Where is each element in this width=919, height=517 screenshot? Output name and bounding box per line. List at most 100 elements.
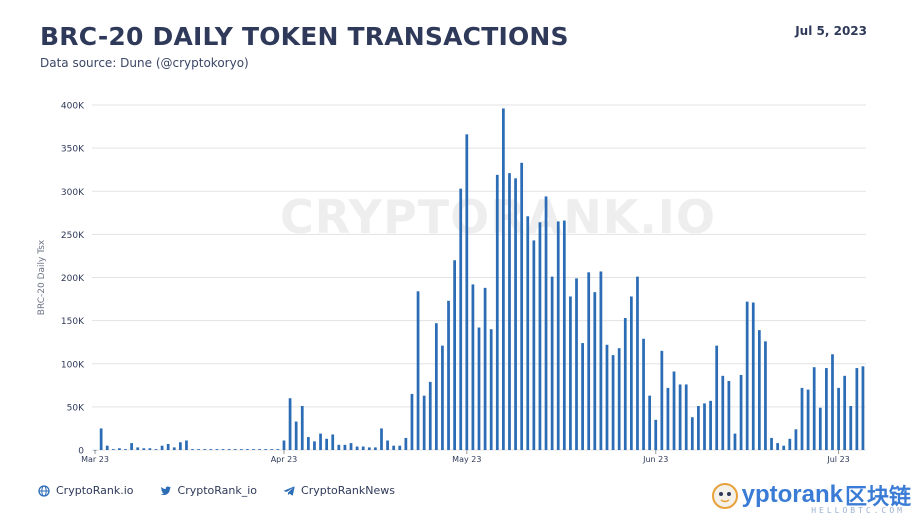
bar [264,449,268,450]
bar [130,443,133,450]
bar [508,173,511,450]
bar [447,300,450,450]
bar [825,368,828,450]
bar [812,367,816,450]
bar [666,387,670,450]
bar [172,447,176,450]
bar [806,389,810,450]
bar [233,449,237,450]
bar [575,278,578,450]
bar [178,442,182,450]
bar [221,449,225,450]
bar [495,174,499,451]
bar [111,449,115,450]
y-tick-label: 200K [61,274,85,284]
mascot-icon [711,483,738,509]
bar [776,443,780,450]
bar [733,433,737,450]
bar [855,368,859,450]
bar [282,440,286,450]
bar [306,437,310,450]
bar [404,437,408,450]
data-source-subtitle: Data source: Dune (@cryptokoryo) [40,56,249,70]
bar [502,108,505,450]
y-tick-label: 150K [61,317,85,327]
logo-chinese-text: 区块链 [844,485,911,510]
globe-icon [38,484,50,497]
bar [374,447,377,450]
bar [124,449,127,450]
bar [258,449,261,450]
footer-link-twitter[interactable]: CryptoRank_io [160,484,257,497]
bar [477,327,481,450]
bar [703,403,706,450]
y-tick-label: 300K [61,188,85,198]
report-date: Jul 5, 2023 [795,24,867,38]
bar [416,291,420,450]
bar [782,445,786,450]
bar [294,421,298,450]
bar [154,449,158,450]
bar [764,341,767,450]
bar [441,345,444,450]
bar [739,374,743,450]
footer-link-label: CryptoRank.io [56,484,134,497]
bar [587,272,591,450]
bar [709,400,712,450]
bar [715,345,719,450]
bar [227,449,231,450]
bar [532,240,536,450]
y-tick-label: 400K [61,102,85,112]
bar [471,284,475,450]
bar [684,384,688,450]
footer-link-label: CryptoRankNews [301,484,395,497]
bar [197,449,201,450]
bar [562,220,566,450]
bar [538,222,542,450]
y-axis-label: BRC-20 Daily Tsx [37,239,47,315]
twitter-icon [160,486,171,495]
bar [697,406,700,450]
bar [526,216,530,450]
bar [453,260,456,450]
bar [629,296,633,450]
bar [642,338,645,450]
bar [276,449,280,450]
bar [550,276,554,450]
hellobtc-logo: yptorank 区块链 [710,479,911,511]
x-tick-label: Jul 23 [826,455,849,464]
x-tick-label: May 23 [452,455,481,464]
bar [337,444,341,450]
bar [252,449,255,450]
footer-link-telegram[interactable]: CryptoRankNews [283,484,395,497]
bar [751,302,755,450]
bar [721,375,725,450]
bar [209,449,213,450]
bar [166,443,170,450]
bar [861,366,865,450]
bar [215,449,219,450]
bar [300,406,304,450]
bar [648,395,652,450]
bar [599,271,603,450]
bar [672,371,676,450]
bar [569,296,572,450]
bar [544,196,548,450]
bar [118,448,121,450]
bar [727,381,731,450]
bar [593,292,597,450]
bar [623,318,627,450]
bar [160,445,164,450]
bar [361,446,365,450]
bar [325,438,329,450]
bar [654,419,658,450]
bar [355,446,359,450]
bar [660,350,664,450]
bar [581,343,584,450]
bar [605,344,609,450]
bar [319,433,322,450]
footer-link-website[interactable]: CryptoRank.io [38,484,134,497]
bar [837,387,840,450]
bar [367,447,371,450]
